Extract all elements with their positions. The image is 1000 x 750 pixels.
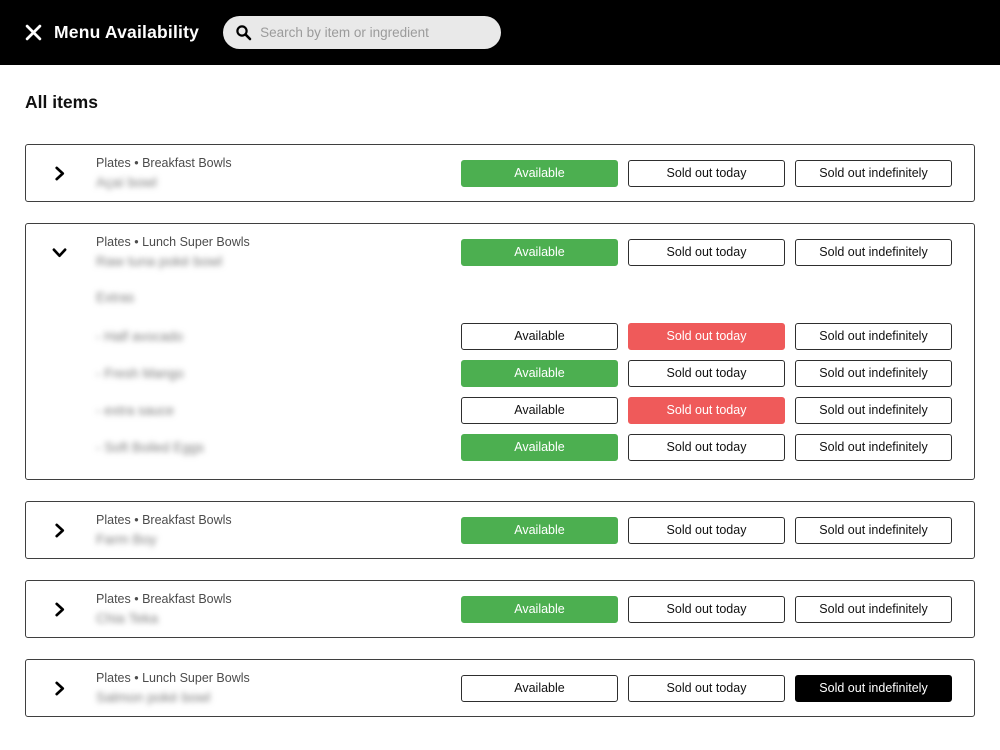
chevron-down-icon [52, 245, 67, 260]
sold-out-indefinitely-button[interactable]: Sold out indefinitely [795, 238, 952, 266]
sold-out-indefinitely-button[interactable]: Sold out indefinitely [795, 674, 952, 702]
extra-name: - Half avocado [96, 329, 184, 344]
chevron-right-icon [52, 681, 67, 696]
extra-row: - Half avocado Available Sold out today … [96, 323, 952, 350]
item-category: Plates • Breakfast Bowls [96, 156, 232, 170]
available-button[interactable]: Available [461, 516, 618, 544]
close-icon [25, 24, 42, 41]
availability-button-group: Available Sold out today Sold out indefi… [461, 595, 952, 623]
sold-out-today-button[interactable]: Sold out today [628, 434, 785, 461]
availability-button-group: Available Sold out today Sold out indefi… [461, 674, 952, 702]
sold-out-today-button[interactable]: Sold out today [628, 516, 785, 544]
extra-row: - Soft Boiled Eggs Available Sold out to… [96, 434, 952, 461]
extras-label: Extras [96, 290, 135, 305]
expand-button[interactable] [48, 519, 70, 541]
item-category: Plates • Breakfast Bowls [96, 513, 232, 527]
availability-button-group: Available Sold out today Sold out indefi… [461, 397, 952, 424]
close-button[interactable] [20, 20, 46, 46]
extras-section: Extras - Half avocado Available Sold out… [26, 280, 974, 479]
available-button[interactable]: Available [461, 595, 618, 623]
available-button[interactable]: Available [461, 360, 618, 387]
menu-item-card: Plates • Breakfast Bowls Farm Boy Availa… [25, 501, 975, 559]
sold-out-today-button[interactable]: Sold out today [628, 595, 785, 623]
extra-name: - Fresh Mango [96, 366, 184, 381]
expand-button[interactable] [48, 598, 70, 620]
available-button[interactable]: Available [461, 397, 618, 424]
sold-out-indefinitely-button[interactable]: Sold out indefinitely [795, 397, 952, 424]
item-category: Plates • Lunch Super Bowls [96, 235, 250, 249]
chevron-right-icon [52, 523, 67, 538]
sold-out-indefinitely-button[interactable]: Sold out indefinitely [795, 516, 952, 544]
item-name: Chia Teka [96, 610, 159, 626]
availability-button-group: Available Sold out today Sold out indefi… [461, 159, 952, 187]
sold-out-today-button[interactable]: Sold out today [628, 238, 785, 266]
available-button[interactable]: Available [461, 159, 618, 187]
item-name: Salmon poké bowl [96, 689, 211, 705]
availability-button-group: Available Sold out today Sold out indefi… [461, 323, 952, 350]
extra-row: - Fresh Mango Available Sold out today S… [96, 360, 952, 387]
section-heading: All items [25, 92, 98, 112]
page-title: Menu Availability [54, 22, 200, 42]
extra-row: - extra sauce Available Sold out today S… [96, 397, 952, 424]
sold-out-today-button[interactable]: Sold out today [628, 159, 785, 187]
available-button[interactable]: Available [461, 238, 618, 266]
extra-name: - extra sauce [96, 403, 175, 418]
available-button[interactable]: Available [461, 434, 618, 461]
sold-out-indefinitely-button[interactable]: Sold out indefinitely [795, 360, 952, 387]
search-box[interactable] [223, 16, 502, 49]
expand-button[interactable] [48, 162, 70, 184]
item-name: Farm Boy [96, 531, 157, 547]
sold-out-today-button[interactable]: Sold out today [628, 360, 785, 387]
availability-button-group: Available Sold out today Sold out indefi… [461, 516, 952, 544]
collapse-button[interactable] [48, 241, 70, 263]
chevron-right-icon [52, 166, 67, 181]
item-name: Raw tuna poké bowl [96, 253, 223, 269]
available-button[interactable]: Available [461, 323, 618, 350]
availability-button-group: Available Sold out today Sold out indefi… [461, 360, 952, 387]
sold-out-indefinitely-button[interactable]: Sold out indefinitely [795, 434, 952, 461]
availability-button-group: Available Sold out today Sold out indefi… [461, 434, 952, 461]
sold-out-today-button[interactable]: Sold out today [628, 674, 785, 702]
menu-item-card: Plates • Breakfast Bowls Chia Teka Avail… [25, 580, 975, 638]
search-input[interactable] [260, 25, 490, 40]
sold-out-indefinitely-button[interactable]: Sold out indefinitely [795, 323, 952, 350]
chevron-right-icon [52, 602, 67, 617]
header: Menu Availability [0, 0, 1000, 65]
main-content: All items Plates • Breakfast Bowls Açaí … [0, 65, 1000, 717]
item-category: Plates • Breakfast Bowls [96, 592, 232, 606]
expand-button[interactable] [48, 677, 70, 699]
sold-out-today-button[interactable]: Sold out today [628, 323, 785, 350]
item-category: Plates • Lunch Super Bowls [96, 671, 250, 685]
item-name: Açaí bowl [96, 174, 157, 190]
sold-out-today-button[interactable]: Sold out today [628, 397, 785, 424]
extra-name: - Soft Boiled Eggs [96, 440, 205, 455]
menu-item-card: Plates • Lunch Super Bowls Raw tuna poké… [25, 223, 975, 480]
search-icon [235, 24, 252, 41]
menu-item-card: Plates • Lunch Super Bowls Salmon poké b… [25, 659, 975, 717]
available-button[interactable]: Available [461, 674, 618, 702]
availability-button-group: Available Sold out today Sold out indefi… [461, 238, 952, 266]
menu-item-card: Plates • Breakfast Bowls Açaí bowl Avail… [25, 144, 975, 202]
sold-out-indefinitely-button[interactable]: Sold out indefinitely [795, 159, 952, 187]
sold-out-indefinitely-button[interactable]: Sold out indefinitely [795, 595, 952, 623]
